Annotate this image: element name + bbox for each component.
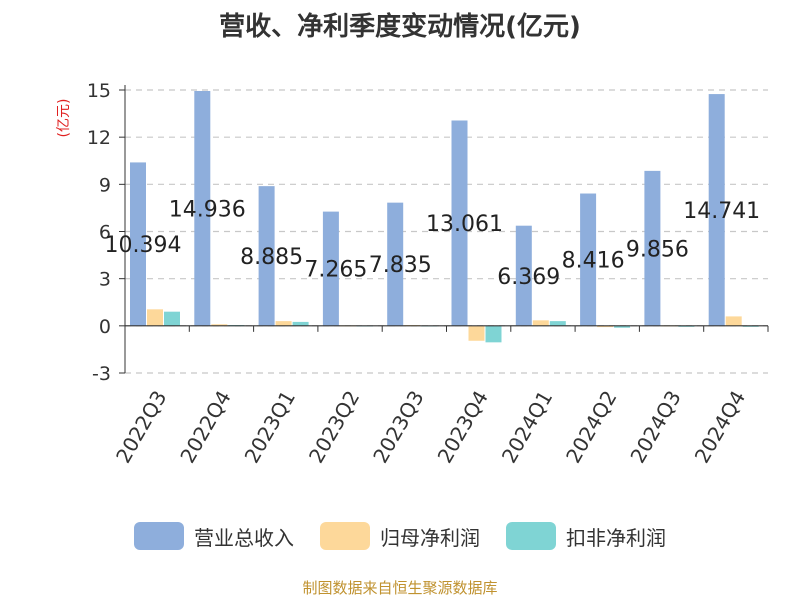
legend-swatch-net-profit — [320, 522, 370, 550]
legend-swatch-revenue — [134, 522, 184, 550]
data-label: 14.936 — [169, 197, 246, 222]
data-label: 8.416 — [562, 249, 625, 274]
bar-revenue — [258, 186, 275, 326]
bar-revenue — [580, 193, 597, 326]
bar-revenue — [515, 225, 532, 326]
x-tick-label: 2024Q4 — [690, 386, 750, 467]
y-tick-label: -3 — [92, 363, 111, 385]
bar-deducted-net-profit — [614, 325, 631, 328]
legend-label-revenue: 营业总收入 — [194, 525, 294, 550]
data-label: 8.885 — [240, 245, 303, 270]
bar-revenue — [322, 211, 339, 326]
x-tick-label: 2022Q4 — [175, 386, 235, 467]
bar-revenue — [194, 91, 211, 326]
bar-net-profit — [725, 316, 742, 326]
source-note: 制图数据来自恒生聚源数据库 — [302, 579, 498, 597]
bar-deducted-net-profit — [292, 321, 309, 326]
x-tick-label: 2024Q1 — [497, 386, 557, 467]
data-label: 6.369 — [497, 265, 560, 290]
bar-deducted-net-profit — [485, 325, 502, 343]
x-tick-label: 2023Q3 — [368, 386, 428, 467]
y-axis-unit-label: (亿元) — [56, 99, 72, 138]
x-tick-label: 2023Q1 — [240, 386, 300, 467]
legend-item-deducted-net-profit[interactable]: 扣非净利润 — [506, 522, 666, 551]
y-tick-label: 0 — [99, 316, 111, 338]
chart-title: 营收、净利季度变动情况(亿元) — [219, 12, 581, 42]
legend-item-revenue[interactable]: 营业总收入 — [134, 522, 294, 551]
legend-label-net-profit: 归母净利润 — [380, 525, 480, 550]
bar-net-profit — [468, 325, 485, 341]
x-tick-label: 2022Q3 — [111, 386, 171, 467]
data-label: 13.061 — [426, 212, 503, 237]
x-tick-label: 2023Q4 — [433, 386, 493, 467]
bar-deducted-net-profit — [164, 311, 180, 326]
x-tick-label: 2024Q2 — [561, 386, 621, 467]
legend-swatch-deducted-net-profit — [506, 522, 556, 550]
bar-net-profit — [597, 325, 614, 328]
y-tick-label: 12 — [87, 127, 111, 149]
axis-layer: -3 0 3 6 9 12 15 — [87, 80, 769, 385]
bar-net-profit — [532, 320, 549, 326]
data-label: 14.741 — [683, 199, 760, 224]
bar-deducted-net-profit — [549, 321, 566, 326]
legend-label-deducted-net-profit: 扣非净利润 — [566, 525, 666, 550]
bar-net-profit — [275, 321, 292, 326]
data-label: 7.835 — [369, 253, 432, 278]
data-label: 7.265 — [304, 258, 367, 283]
x-tick-label: 2023Q2 — [304, 386, 364, 467]
bar-revenue — [387, 202, 404, 326]
data-label: 10.394 — [105, 233, 182, 258]
bar-revenue — [451, 120, 468, 326]
legend-item-net-profit[interactable]: 归母净利润 — [320, 522, 480, 551]
y-tick-label: 9 — [99, 174, 111, 196]
data-label: 9.856 — [626, 237, 689, 262]
y-tick-label: 15 — [87, 80, 111, 102]
legend: 营业总收入 归母净利润 扣非净利润 — [0, 516, 800, 556]
bars-layer — [130, 91, 759, 343]
bar-revenue — [130, 162, 146, 326]
y-tick-label: 3 — [99, 269, 111, 291]
bar-net-profit — [211, 324, 228, 326]
bar-revenue — [708, 94, 725, 326]
bar-revenue — [644, 170, 661, 326]
y-tick-label: 6 — [99, 222, 111, 244]
x-tick-label: 2024Q3 — [625, 386, 685, 467]
bar-net-profit — [147, 309, 163, 326]
